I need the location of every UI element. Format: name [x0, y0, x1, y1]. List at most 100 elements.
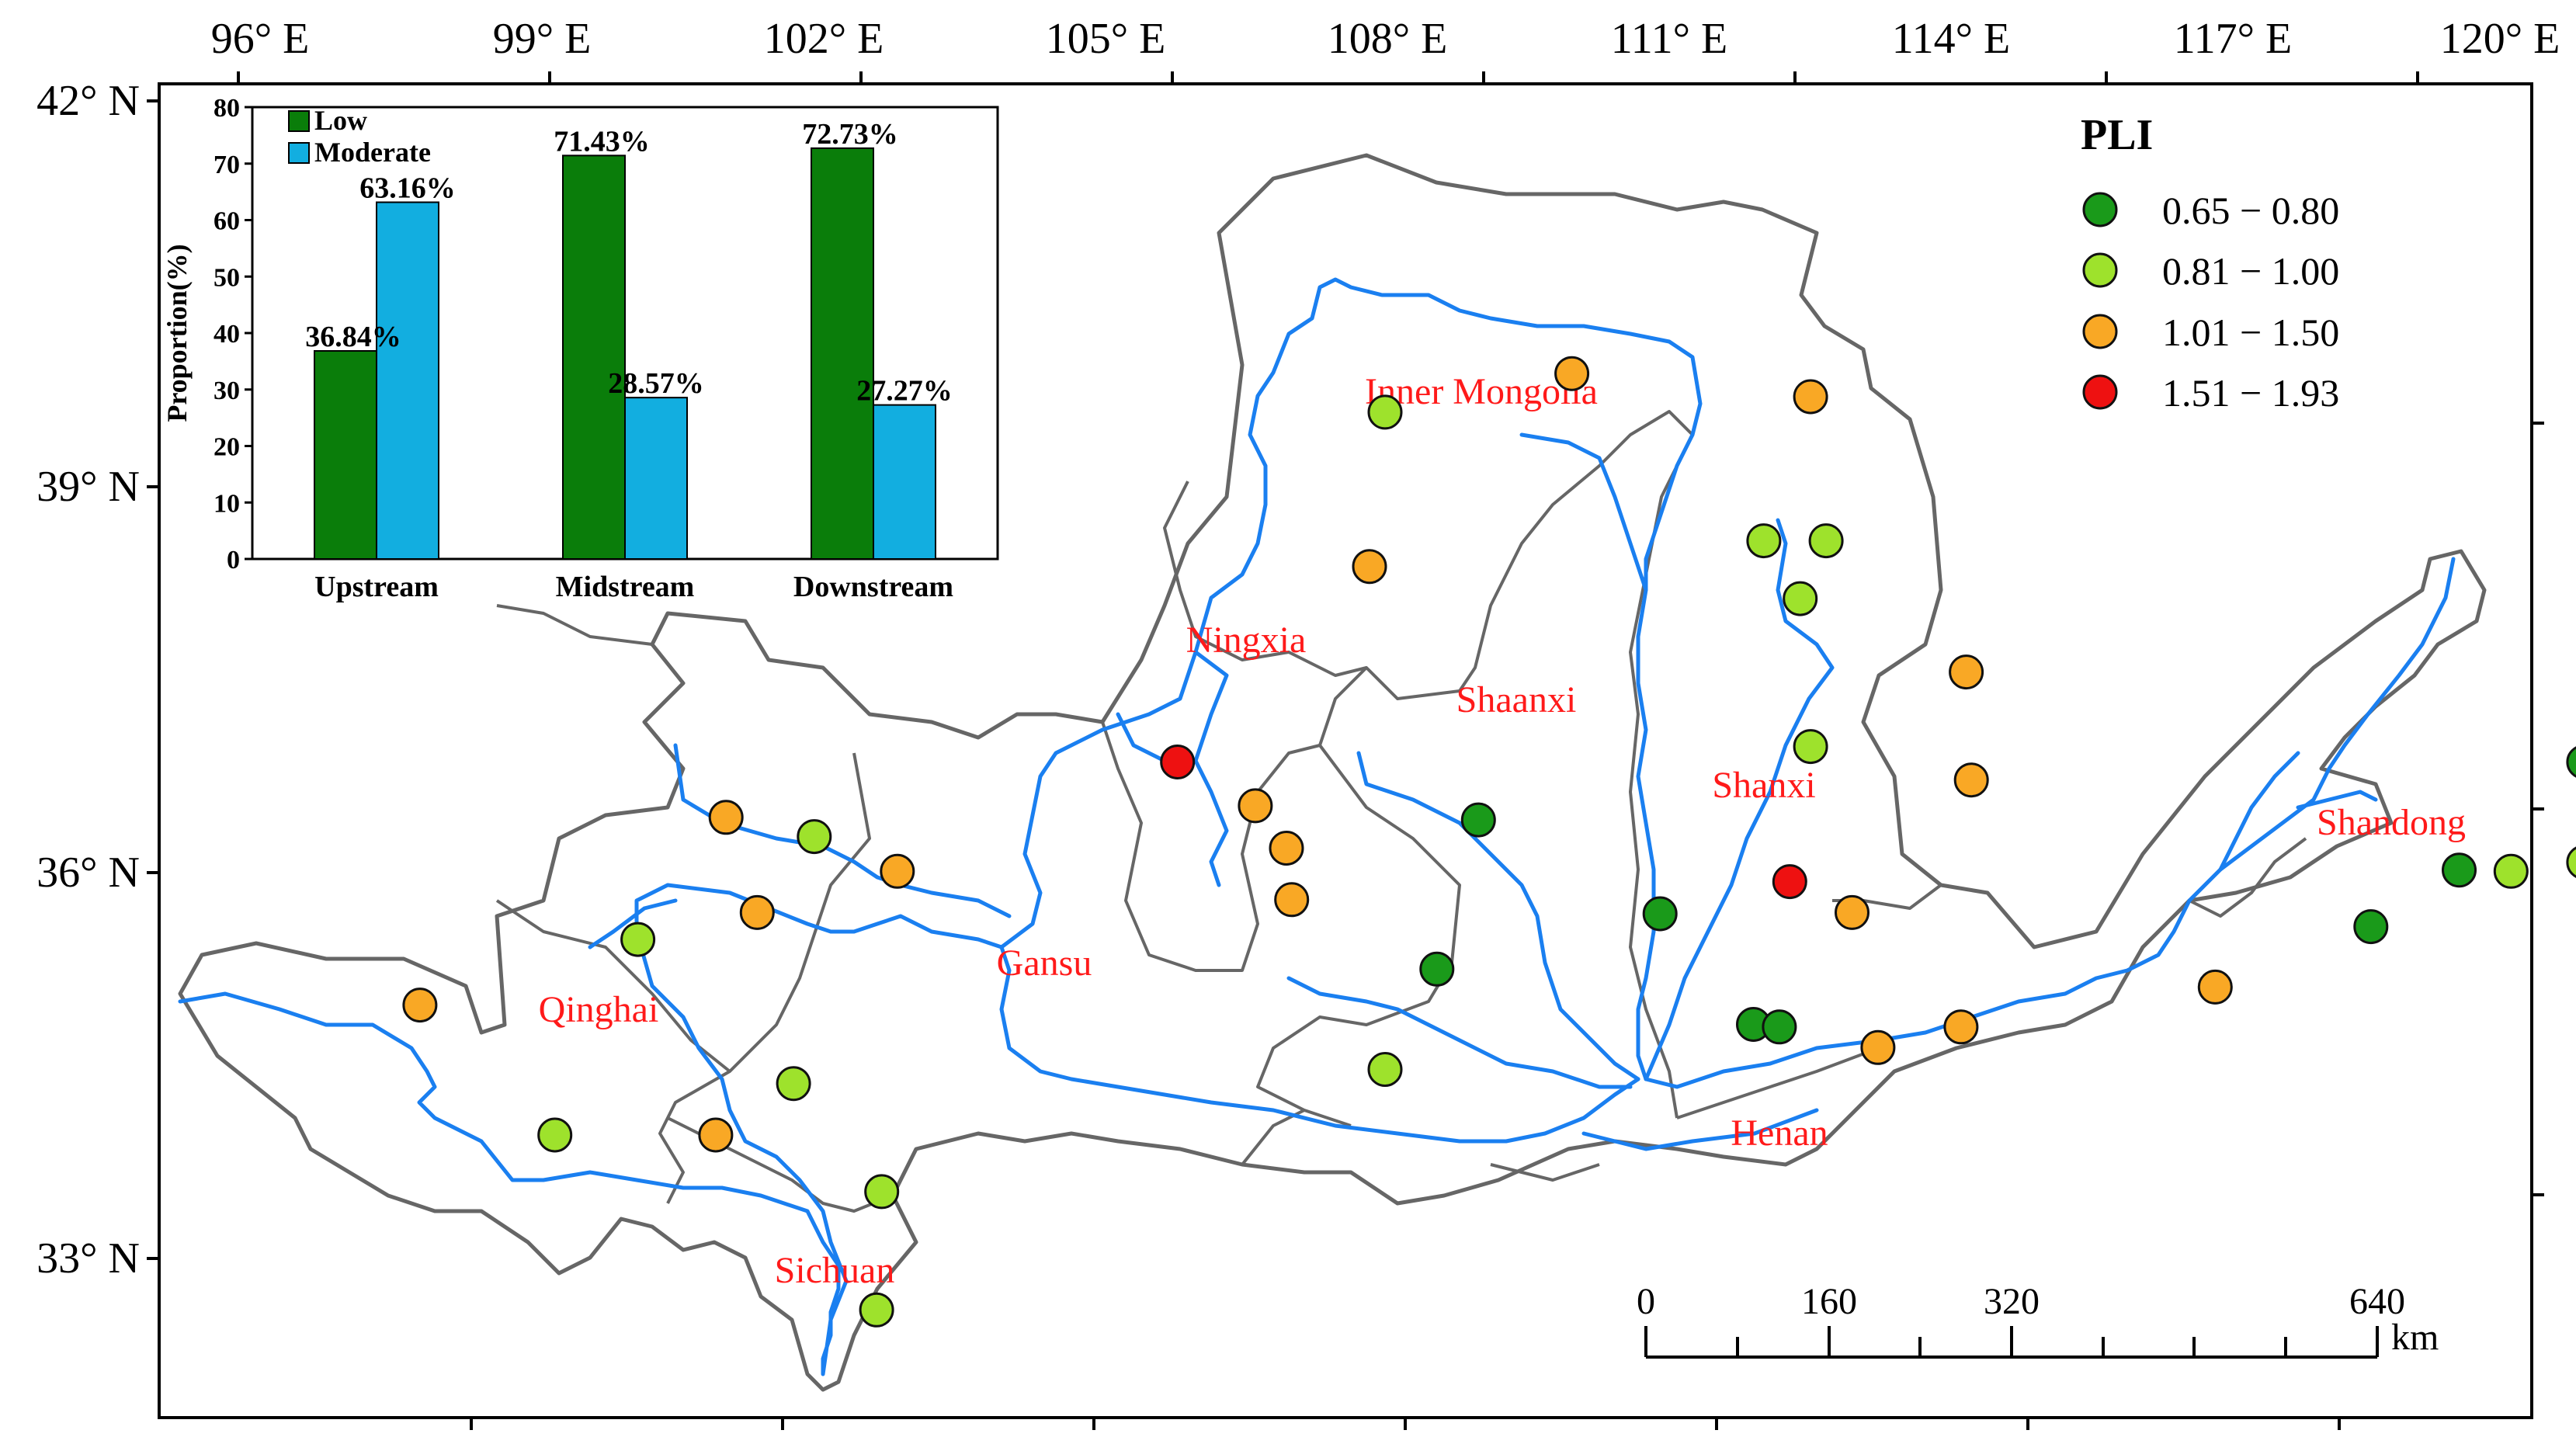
inset-bar-moderate [376, 201, 439, 560]
sampling-site-marker [797, 819, 832, 855]
inset-category-label: Downstream [793, 571, 953, 603]
sampling-site-marker [1808, 523, 1844, 559]
inset-value-label: 28.57% [608, 367, 704, 400]
sampling-site-marker [776, 1066, 811, 1102]
inset-value-label: 71.43% [554, 125, 650, 158]
inset-y-tick-label: 20 [214, 433, 240, 462]
lon-label: 108° E [1328, 15, 1448, 63]
sampling-site-marker [1783, 581, 1818, 616]
sampling-site-marker [1860, 1029, 1896, 1065]
lat-label: 36° N [36, 849, 140, 897]
inset-y-axis-label: Proportion(%) [161, 244, 193, 422]
lat-label: 42° N [36, 77, 140, 125]
sampling-site-marker [2493, 853, 2529, 889]
longitude-labels: 96° E 99° E 102° E 105° E 108° E 111° E … [211, 15, 2560, 63]
lon-label: 111° E [1611, 15, 1727, 63]
scale-unit: km [2391, 1317, 2439, 1358]
sampling-site-marker [2566, 846, 2576, 878]
inset-legend: Low Moderate [288, 105, 431, 168]
scale-label: 0 [1637, 1281, 1655, 1322]
province-label-henan: Henan [1731, 1113, 1828, 1154]
legend-item: 0.65 − 0.80 [2082, 189, 2339, 232]
sampling-site-marker [1642, 896, 1678, 932]
sampling-site-marker [2353, 909, 2389, 945]
sampling-site-marker [1419, 951, 1455, 987]
inset-bar-moderate [873, 404, 936, 561]
inset-y-tick-label: 40 [214, 320, 240, 349]
lon-label: 120° E [2440, 15, 2560, 63]
scale-label: 640 [2349, 1281, 2405, 1322]
sampling-site-marker [620, 922, 656, 957]
sampling-site-marker [1460, 802, 1496, 838]
inset-value-labels: 36.84% 63.16% 71.43% 28.57% 72.73% 27.27% [305, 118, 953, 408]
sampling-site-marker [1953, 762, 1989, 798]
yellow-river-main [178, 277, 2456, 1376]
legend-label: 0.81 − 1.00 [2162, 249, 2339, 293]
sampling-sites [402, 356, 2576, 1328]
legend-item: 0.81 − 1.00 [2082, 249, 2339, 293]
legend-label: 1.01 − 1.50 [2162, 311, 2339, 354]
sampling-site-marker [1367, 394, 1403, 430]
scale-bar: 0 160 320 640 km [1637, 1281, 2439, 1359]
inset-y-tick-label: 50 [214, 263, 240, 292]
sampling-site-marker [1746, 523, 1782, 559]
legend-item: 1.01 − 1.50 [2082, 311, 2339, 354]
lon-label: 117° E [2174, 15, 2293, 63]
inset-legend-swatch-low [288, 110, 310, 132]
scale-label: 320 [1984, 1281, 2040, 1322]
inset-y-ticks: 0 10 20 30 40 50 60 70 80 [214, 94, 252, 574]
sampling-site-marker [1352, 549, 1387, 585]
inset-legend-swatch-moderate [288, 142, 310, 164]
inset-category-labels: Upstream Midstream Downstream [314, 571, 953, 603]
province-label-shandong: Shandong [2317, 802, 2466, 843]
inset-y-tick-label: 0 [227, 546, 240, 574]
province-label-ningxia: Ningxia [1186, 620, 1307, 661]
legend-title: PLI [2081, 111, 2153, 159]
lon-label: 114° E [1892, 15, 2011, 63]
lon-label: 105° E [1046, 15, 1166, 63]
inset-legend-label: Low [314, 105, 367, 136]
lat-label: 39° N [36, 463, 140, 511]
inset-category-label: Upstream [314, 571, 439, 603]
inset-bar-low [562, 154, 626, 561]
legend-label: 1.51 − 1.93 [2162, 371, 2339, 415]
inset-value-label: 63.16% [359, 172, 456, 205]
sampling-site-marker [2442, 852, 2477, 888]
province-labels: Inner Mongolia Ningxia Shaanxi Shanxi Ga… [539, 371, 2466, 1291]
legend-swatch [2082, 252, 2118, 288]
sampling-site-marker [1554, 356, 1590, 391]
sampling-site-marker [1269, 831, 1304, 866]
legend-label: 0.65 − 0.80 [2162, 189, 2339, 232]
sampling-site-marker [1793, 379, 1828, 415]
frame-ticks [147, 71, 2544, 1430]
sampling-site-marker [1160, 745, 1196, 779]
legend-swatch [2082, 192, 2118, 227]
inset-y-tick-label: 70 [214, 151, 240, 179]
sampling-site-marker [739, 894, 775, 930]
province-label-gansu: Gansu [997, 942, 1092, 984]
legend-item: 1.51 − 1.93 [2082, 371, 2339, 415]
sampling-site-marker [537, 1117, 573, 1153]
sampling-site-marker [1949, 654, 1984, 690]
latitude-labels: 42° N 39° N 36° N 33° N [36, 77, 140, 1283]
sampling-site-marker [698, 1117, 734, 1153]
sampling-site-marker [1367, 1052, 1403, 1087]
sampling-site-marker [1943, 1009, 1979, 1045]
lon-label: 102° E [764, 15, 884, 63]
map-frame [158, 82, 2533, 1419]
scale-label: 160 [1801, 1281, 1857, 1322]
sampling-site-marker [1238, 788, 1273, 824]
inset-y-tick-label: 60 [214, 207, 240, 236]
sampling-site-marker [864, 1174, 900, 1210]
sampling-site-marker [1793, 729, 1828, 765]
sampling-site-marker [1835, 894, 1870, 930]
lon-label: 99° E [493, 15, 592, 63]
inset-value-label: 36.84% [305, 321, 401, 353]
sampling-site-marker [708, 800, 744, 835]
inset-y-tick-label: 30 [214, 377, 240, 405]
inset-bar-low [314, 349, 377, 560]
province-label-qinghai: Qinghai [539, 989, 659, 1030]
sampling-site-marker [2197, 969, 2233, 1005]
basin-outline [178, 153, 2487, 1392]
